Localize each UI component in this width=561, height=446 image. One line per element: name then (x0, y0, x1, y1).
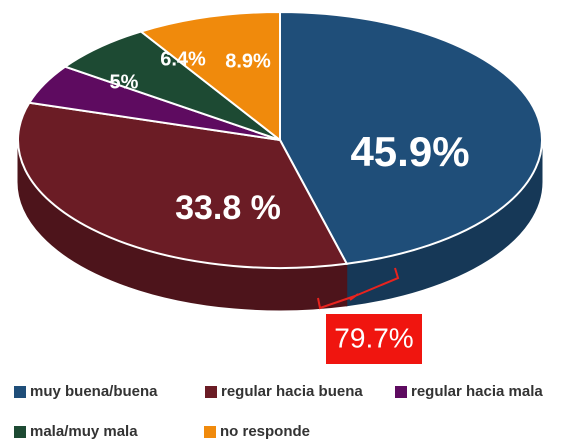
slice (17, 101, 349, 269)
legend-swatch (395, 386, 407, 398)
bracket (317, 267, 400, 310)
slice (138, 10, 281, 143)
legend-swatch (204, 426, 216, 438)
value-label: 33.8 % (175, 189, 281, 227)
value-label: 8.9% (225, 50, 271, 72)
legend-label: mala/muy mala (30, 423, 138, 440)
annotation: 79.7% (334, 322, 413, 353)
legend-swatch (14, 426, 26, 438)
value-label: 6.4% (160, 48, 206, 70)
pie-tops (17, 10, 543, 269)
legend-swatch (205, 386, 217, 398)
legend-label: no responde (220, 423, 310, 440)
legend-swatch (14, 386, 26, 398)
legend-label: regular hacia mala (411, 383, 543, 400)
value-label: 45.9% (350, 128, 469, 175)
annotation-box (326, 314, 422, 364)
value-labels: 45.9% 33.8 % 5% 6.4% 8.9% (110, 48, 470, 227)
legend-label: regular hacia buena (221, 383, 363, 400)
legend: muy buena/buena regular hacia buena regula… (14, 383, 543, 440)
slice (279, 10, 543, 265)
value-label: 5% (110, 71, 139, 93)
legend-label: muy buena/buena (30, 383, 158, 400)
